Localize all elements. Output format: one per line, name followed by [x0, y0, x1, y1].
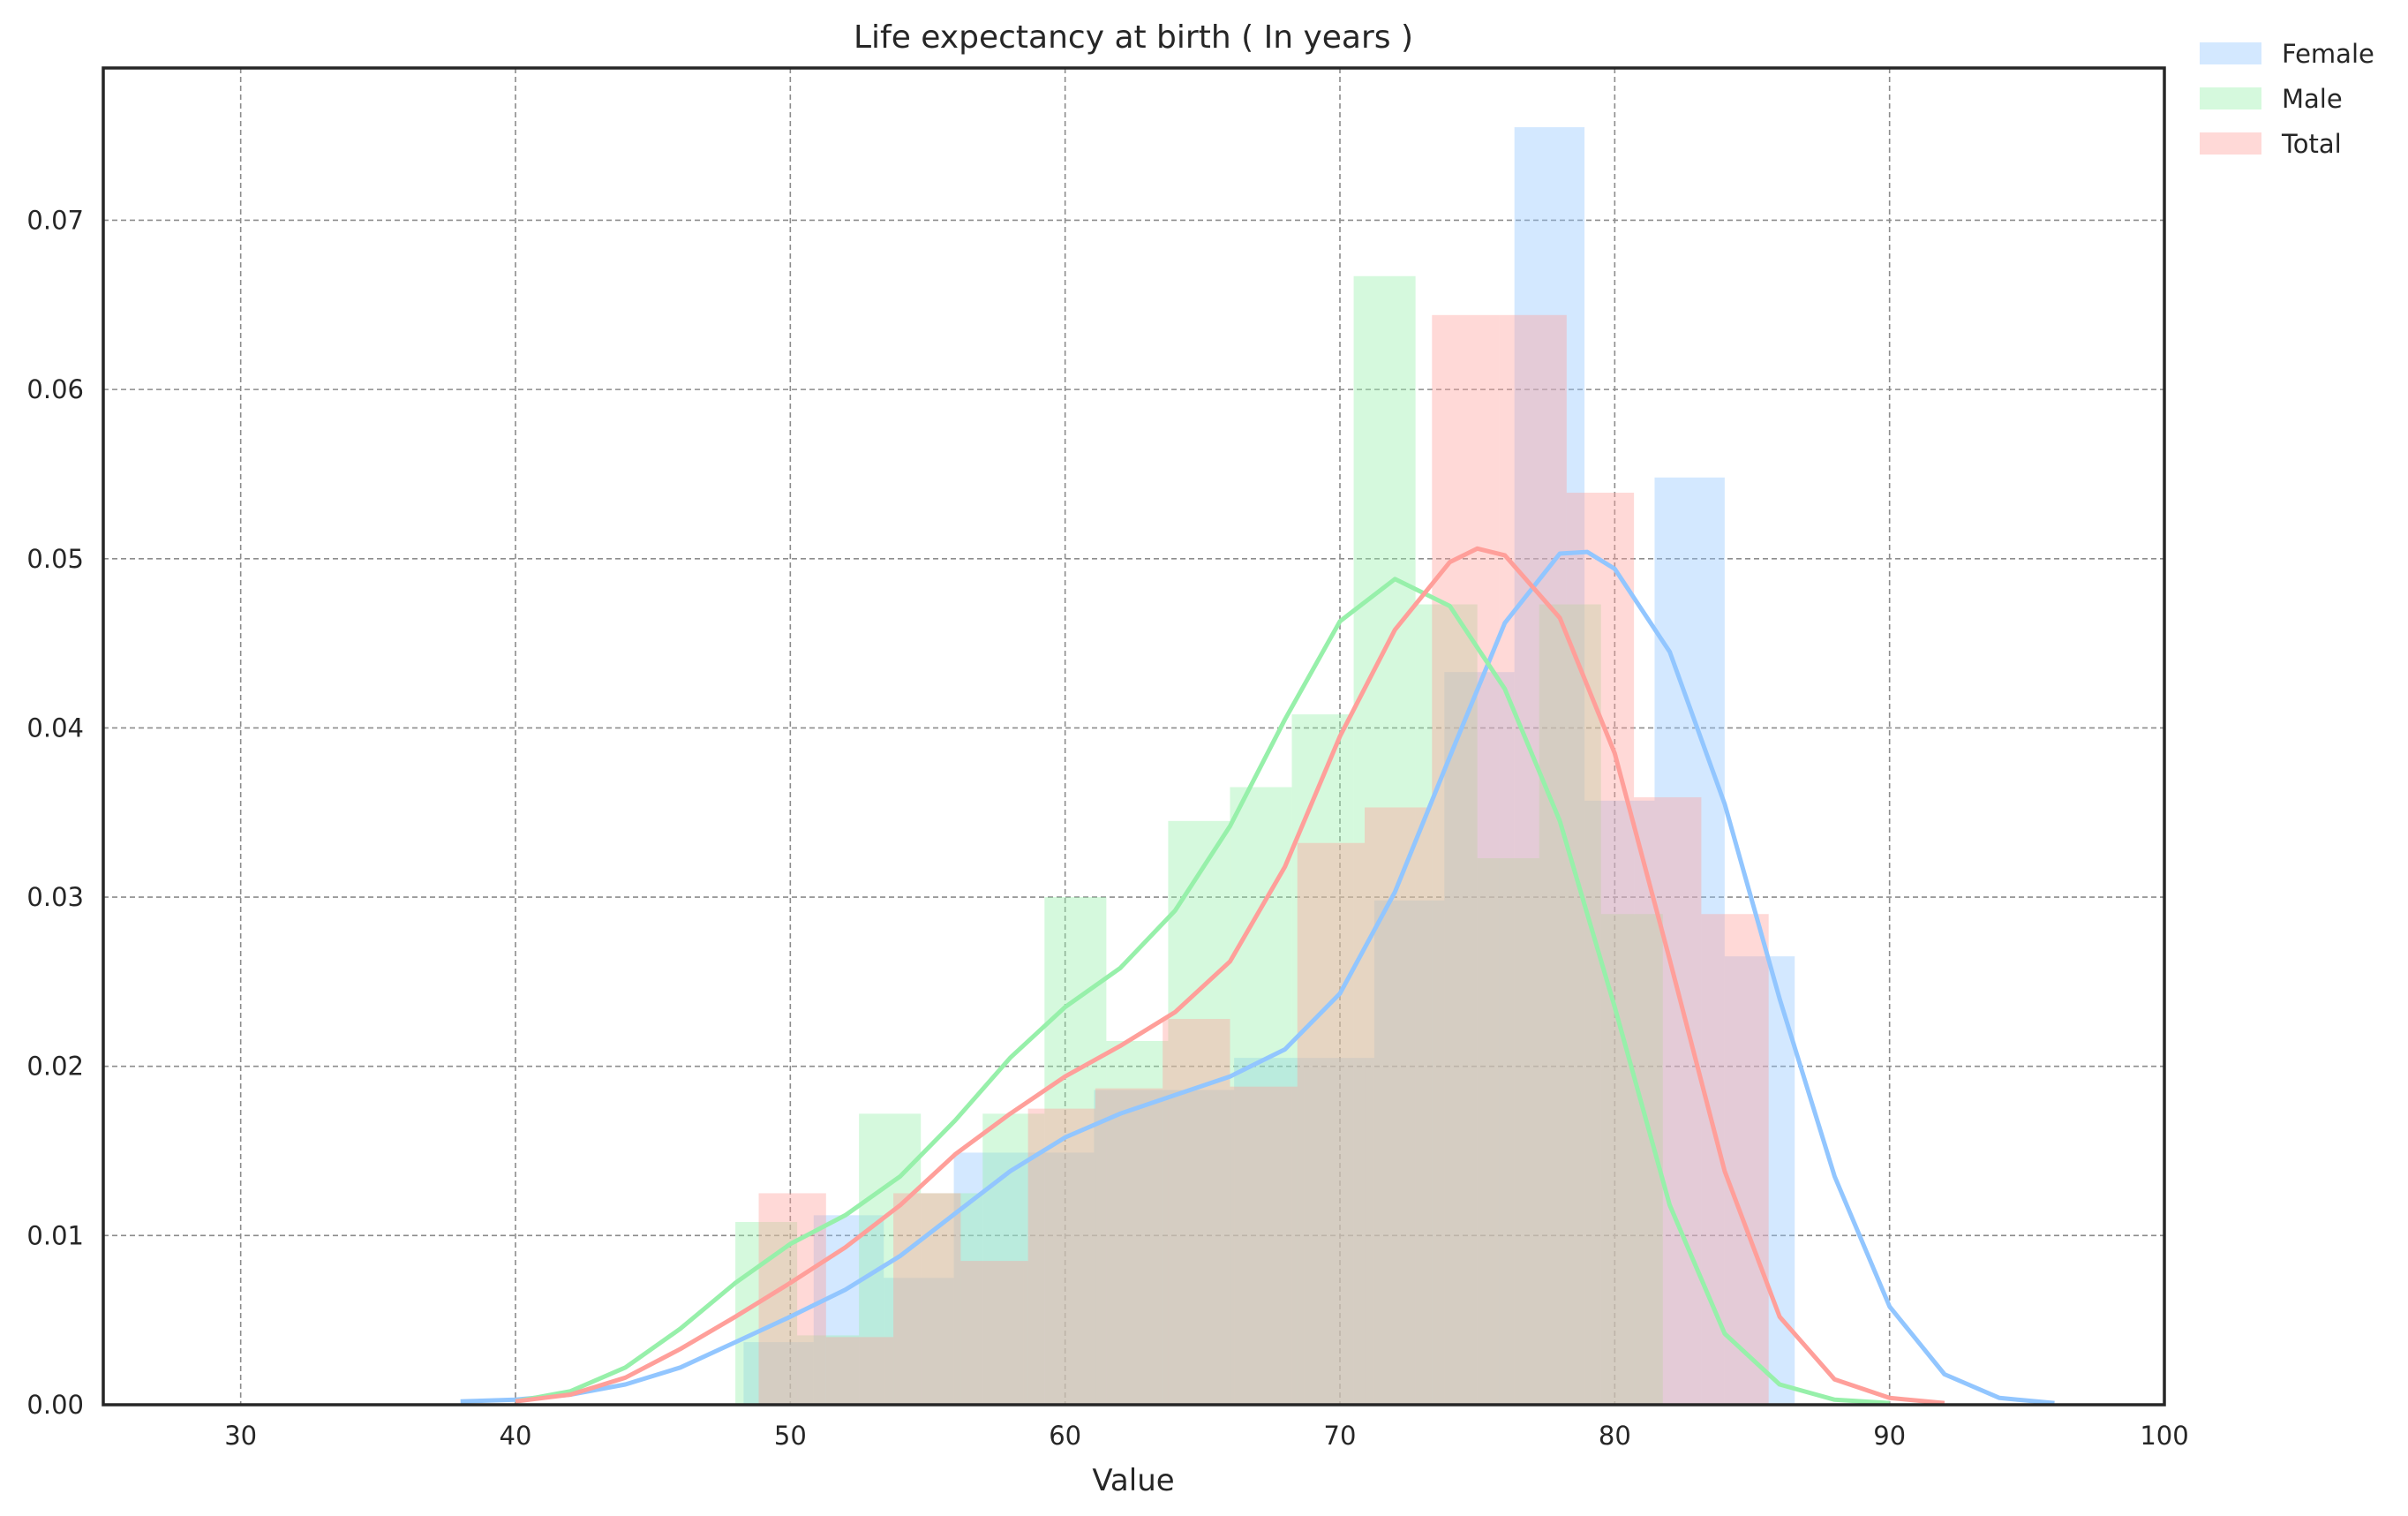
bar-female	[1724, 956, 1795, 1405]
legend-item-total[interactable]: Total	[2200, 129, 2342, 159]
bar-total	[893, 1193, 961, 1405]
grid	[103, 68, 2164, 1405]
bar-male	[1539, 604, 1601, 1405]
bar-male	[1353, 275, 1416, 1405]
x-tick-label: 70	[1324, 1421, 1357, 1451]
bar-total	[825, 1337, 894, 1405]
x-tick-label: 40	[500, 1421, 532, 1451]
bar-total	[1230, 1086, 1298, 1405]
y-tick-label: 0.01	[26, 1220, 84, 1250]
y-axis-ticks: 0.00 0.01 0.02 0.03 0.04 0.05 0.06 0.07	[26, 205, 84, 1420]
bar-female	[1514, 127, 1585, 1406]
bar-total	[1499, 314, 1567, 1406]
x-axis-ticks: 30 40 50 60 70 80 90 100	[224, 1421, 2188, 1451]
histogram-bars	[735, 127, 1795, 1406]
bars-male	[735, 275, 1663, 1405]
bar-total	[1027, 1108, 1095, 1405]
y-tick-label: 0.07	[26, 205, 84, 235]
legend[interactable]: Female Male Total	[2200, 39, 2374, 159]
bar-male	[1044, 897, 1107, 1405]
bar-male	[921, 1193, 983, 1405]
y-tick-label: 0.06	[26, 374, 84, 404]
x-axis-label: Value	[1092, 1463, 1174, 1498]
x-tick-label: 60	[1049, 1421, 1081, 1451]
x-tick-label: 80	[1599, 1421, 1631, 1451]
x-tick-label: 90	[1873, 1421, 1906, 1451]
bar-total	[1634, 796, 1702, 1405]
bar-total	[1095, 1088, 1163, 1405]
y-tick-label: 0.03	[26, 882, 84, 912]
kde-line-male	[515, 577, 1890, 1406]
kde-line-female	[460, 549, 2055, 1406]
bar-total	[1701, 914, 1769, 1405]
y-tick-label: 0.02	[26, 1052, 84, 1082]
y-tick-label: 0.04	[26, 713, 84, 743]
bar-male	[1168, 820, 1230, 1405]
bar-male	[797, 1335, 860, 1405]
bar-female	[743, 1342, 814, 1405]
bar-female	[1444, 672, 1515, 1405]
x-tick-label: 30	[224, 1421, 257, 1451]
bar-female	[884, 1278, 954, 1405]
kde-curves	[460, 546, 2055, 1406]
legend-swatch	[2200, 42, 2261, 64]
legend-swatch	[2200, 132, 2261, 155]
legend-label: Female	[2282, 39, 2374, 69]
bar-total	[758, 1193, 826, 1405]
bar-female	[953, 1152, 1024, 1405]
chart-title: Life expectancy at birth ( In years )	[854, 19, 1413, 56]
legend-item-male[interactable]: Male	[2200, 84, 2343, 114]
legend-label: Total	[2281, 129, 2342, 159]
bar-male	[1477, 857, 1539, 1405]
bar-total	[960, 1261, 1028, 1405]
kde-line-total	[515, 546, 1945, 1406]
legend-swatch	[2200, 87, 2261, 109]
x-tick-label: 100	[2140, 1421, 2188, 1451]
bar-female	[1163, 1090, 1235, 1405]
bar-female	[1304, 1058, 1374, 1405]
bar-male	[1415, 604, 1478, 1405]
bar-male	[982, 1113, 1045, 1405]
legend-item-female[interactable]: Female	[2200, 39, 2374, 69]
y-tick-label: 0.05	[26, 544, 84, 574]
bar-total	[1432, 314, 1500, 1406]
bar-male	[1230, 787, 1292, 1405]
bar-male	[735, 1222, 798, 1405]
bar-female	[1234, 1058, 1305, 1405]
plot-frame	[102, 66, 2166, 1407]
bar-total	[1163, 1019, 1230, 1405]
legend-label: Male	[2282, 84, 2343, 114]
bar-total	[1297, 842, 1366, 1405]
bar-total	[1566, 493, 1635, 1405]
bar-female	[1023, 1152, 1095, 1405]
bar-male	[859, 1113, 922, 1405]
y-tick-label: 0.00	[26, 1390, 84, 1420]
bars-total	[758, 314, 1769, 1406]
x-tick-label: 50	[774, 1421, 807, 1451]
bar-female	[1373, 900, 1445, 1405]
bar-total	[1365, 807, 1433, 1405]
bar-female	[1094, 1090, 1164, 1405]
